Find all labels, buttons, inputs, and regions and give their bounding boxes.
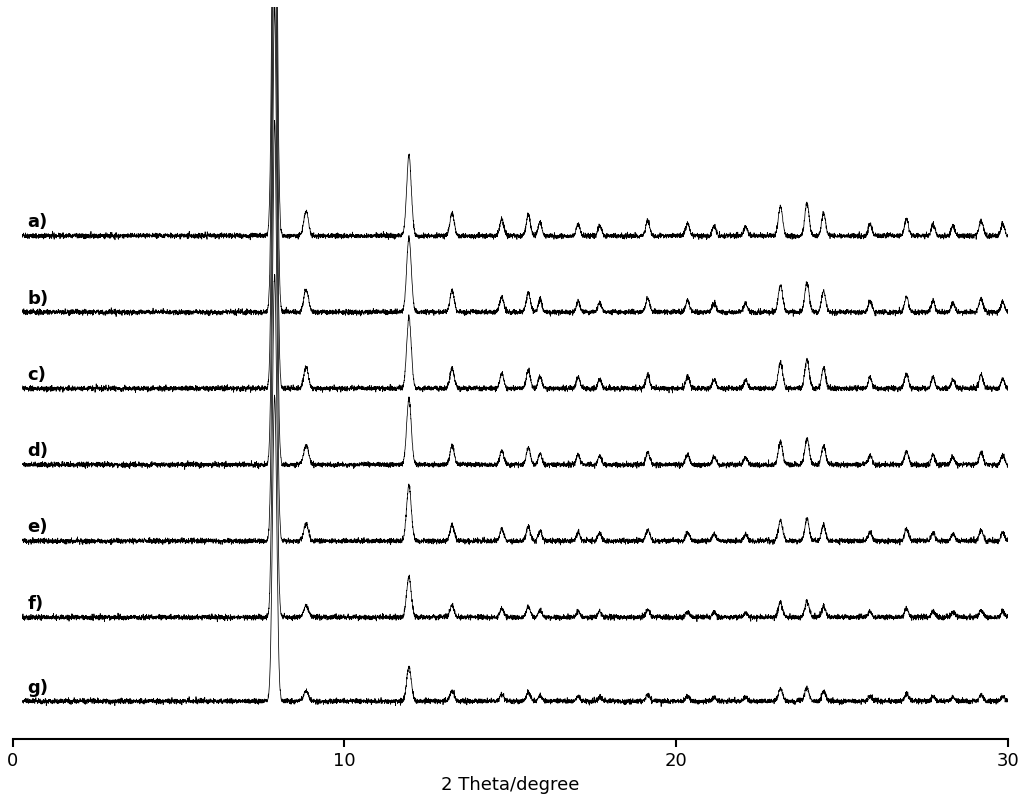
Text: b): b) xyxy=(28,289,48,308)
Text: f): f) xyxy=(28,594,44,613)
Text: d): d) xyxy=(28,442,48,460)
Text: e): e) xyxy=(28,518,48,537)
Text: g): g) xyxy=(28,678,48,697)
X-axis label: 2 Theta/degree: 2 Theta/degree xyxy=(441,776,580,794)
Text: a): a) xyxy=(28,213,48,231)
Text: c): c) xyxy=(28,366,46,384)
